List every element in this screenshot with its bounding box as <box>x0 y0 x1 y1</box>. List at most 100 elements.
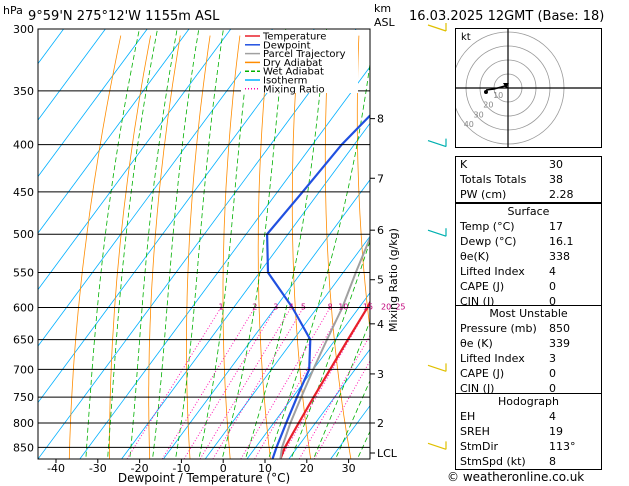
isotherm-line <box>38 29 106 121</box>
dry-adiabat <box>324 35 352 459</box>
legend-label: Mixing Ratio <box>263 84 325 95</box>
hodograph-stat-value: 4 <box>549 410 556 423</box>
index-value: 2.28 <box>549 188 574 201</box>
mixing-ratio-line <box>161 307 256 459</box>
km-tick-label: 7 <box>377 172 384 185</box>
hodograph-ring-label: 40 <box>464 120 474 129</box>
km-tick-label: 3 <box>377 368 384 381</box>
index-key: Totals Totals <box>460 173 527 186</box>
surface-value: 0 <box>549 295 556 308</box>
legend-label: Dry Adiabat <box>263 58 322 69</box>
index-row: Totals Totals 38 <box>456 172 601 187</box>
km-tick-label: 2 <box>377 417 384 430</box>
surface-value: 17 <box>549 220 563 233</box>
isotherm-line <box>163 179 370 459</box>
wet-adiabat <box>222 29 287 457</box>
surface-value: 16.1 <box>549 235 574 248</box>
mixing-ratio-line <box>279 307 369 459</box>
hodograph-stat-key: SREH <box>460 425 490 438</box>
indices-panel: K 30 Totals Totals 38 PW (cm) 2.28 <box>455 156 602 203</box>
wind-barb <box>427 441 447 450</box>
mixing-ratio-line <box>183 307 277 459</box>
legend-label: Temperature <box>262 32 326 43</box>
km-tick-label: 5 <box>377 274 384 287</box>
most-unstable-row: CAPE (J) 0 <box>456 366 601 381</box>
pressure-tick-label: 550 <box>13 266 34 279</box>
pressure-tick-label: 450 <box>13 186 34 199</box>
surface-row: CIN (J) 0 <box>456 294 601 309</box>
legend-label: Parcel Trajectory <box>263 49 346 60</box>
asl-label: ASL <box>374 16 396 29</box>
surface-key: CIN (J) <box>460 295 495 308</box>
x-tick-label: 0 <box>220 462 227 475</box>
legend-label: Dewpoint <box>263 40 311 51</box>
wind-barbs <box>427 23 447 450</box>
hodograph-ring-label: 10 <box>493 91 503 100</box>
km-tick-label: 4 <box>377 318 384 331</box>
wet-adiabat <box>336 379 370 457</box>
surface-panel: Surface Temp (°C) 17 Dewp (°C) 16.1 θe(K) 338… <box>455 203 602 310</box>
pressure-tick-label: 400 <box>13 139 34 152</box>
x-tick-label: 10 <box>258 462 272 475</box>
hodograph-stat-key: StmDir <box>460 440 499 453</box>
pressure-tick-label: 500 <box>13 228 34 241</box>
pressure-tick-label: 750 <box>13 391 34 404</box>
most-unstable-row: CIN (J) 0 <box>456 381 601 396</box>
mixing-ratio-label: 25 <box>395 302 405 311</box>
pressure-tick-label: 850 <box>13 441 34 454</box>
wet-adiabat <box>291 239 370 457</box>
km-tick-label: LCL <box>377 447 398 460</box>
hodograph-stat-row: SREH 19 <box>456 424 601 439</box>
hpa-label: hPa <box>3 4 23 17</box>
hodograph-unit-label: kt <box>461 32 471 43</box>
wind-barb <box>427 23 447 32</box>
hodograph-stats-panel: Hodograph EH 4 SREH 19 StmDir 113° StmSpd (kt)… <box>455 393 602 470</box>
index-key: PW (cm) <box>460 188 507 201</box>
surface-key: Temp (°C) <box>460 220 515 233</box>
most-unstable-value: 3 <box>549 352 556 365</box>
surface-row: CAPE (J) 0 <box>456 279 601 294</box>
isotherm-line <box>79 66 370 459</box>
index-row: K 30 <box>456 157 601 172</box>
wind-barb <box>427 138 447 148</box>
date-title: 16.03.2025 12GMT (Base: 18) <box>409 9 604 24</box>
mixing-ratio-line <box>313 360 370 459</box>
legend-box <box>241 30 358 93</box>
surface-row: Temp (°C) 17 <box>456 219 601 234</box>
hodograph-point <box>484 90 488 94</box>
surface-value: 4 <box>549 265 556 278</box>
mixing-ratio-line <box>254 307 344 459</box>
most-unstable-value: 0 <box>549 367 556 380</box>
mixing-ratio-axis-label: Mixing Ratio (g/kg) <box>387 228 400 332</box>
isotherm-line <box>38 29 232 291</box>
surface-key: Lifted Index <box>460 265 525 278</box>
pressure-tick-label: 300 <box>13 23 34 36</box>
surface-row: Lifted Index 4 <box>456 264 601 279</box>
surface-title: Surface <box>507 205 550 218</box>
mixing-ratio-line <box>298 334 370 459</box>
wet-adiabat <box>268 60 370 457</box>
pressure-tick-label: 800 <box>13 417 34 430</box>
most-unstable-key: Lifted Index <box>460 352 525 365</box>
mixing-ratio-line <box>199 307 292 459</box>
surface-value: 0 <box>549 280 556 293</box>
most-unstable-row: Lifted Index 3 <box>456 351 601 366</box>
most-unstable-key: CIN (J) <box>460 382 495 395</box>
isotherm-line <box>121 122 370 459</box>
hodograph-stats-title: Hodograph <box>498 395 559 408</box>
x-tick-label: 20 <box>300 462 314 475</box>
index-value: 30 <box>549 158 563 171</box>
x-tick-label: -10 <box>172 462 190 475</box>
hodograph-ring-label: 30 <box>474 110 484 119</box>
x-tick-label: -30 <box>89 462 107 475</box>
wind-barb <box>427 363 447 372</box>
surface-key: CAPE (J) <box>460 280 505 293</box>
surface-value: 338 <box>549 250 570 263</box>
most-unstable-panel: Most Unstable Pressure (mb) 850 θe (K) 339 L… <box>455 305 602 397</box>
wet-adiabat <box>107 29 158 457</box>
isotherm-line <box>288 348 370 459</box>
hodograph-stat-value: 8 <box>549 455 556 468</box>
hodograph-stat-key: StmSpd (kt) <box>460 455 526 468</box>
dry-adiabat <box>109 35 151 459</box>
